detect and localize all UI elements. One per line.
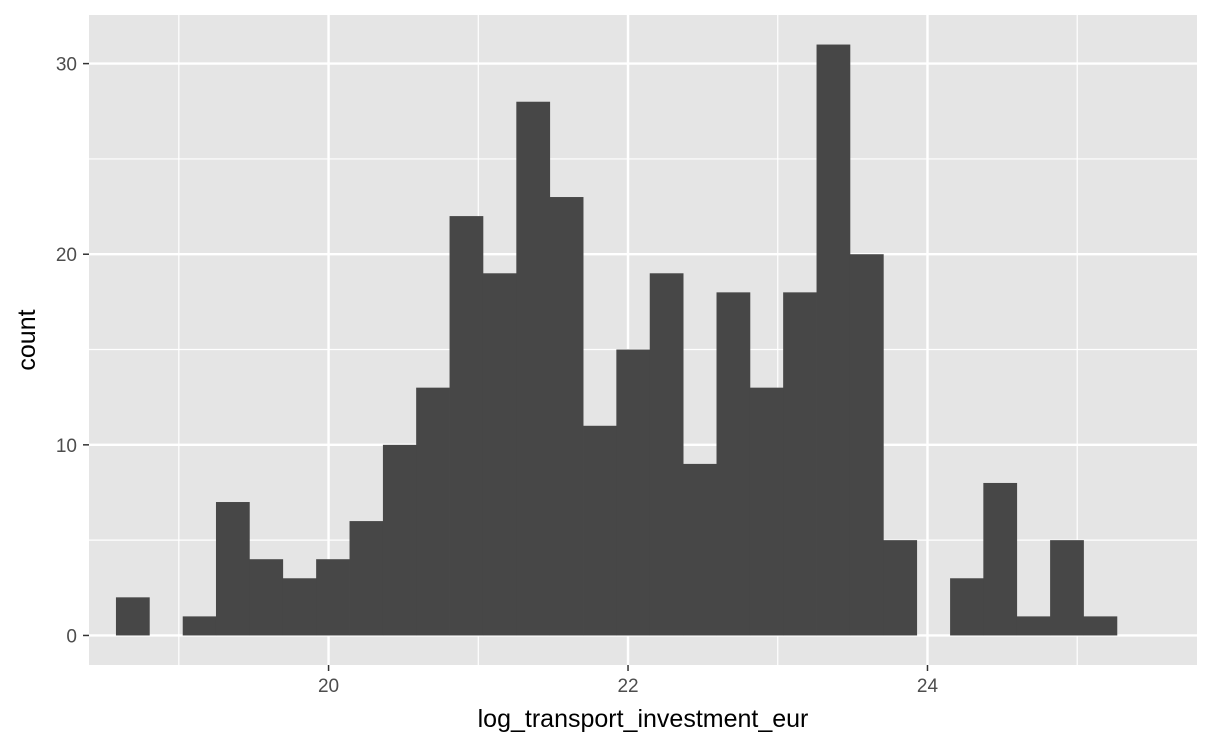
histogram-bar	[816, 44, 851, 636]
histogram-bar	[1016, 616, 1051, 636]
x-axis-title: log_transport_investment_eur	[478, 705, 809, 733]
histogram-bar	[215, 502, 250, 636]
histogram-bar	[716, 292, 751, 636]
histogram-bar	[549, 197, 584, 636]
histogram-bar	[416, 387, 450, 636]
y-tick-label: 10	[56, 436, 77, 457]
histogram-bar	[883, 540, 918, 636]
histogram-bar	[282, 578, 317, 636]
histogram-bar	[1050, 540, 1084, 636]
histogram-bar	[849, 254, 884, 636]
histogram-bar	[449, 216, 484, 636]
y-tick-label: 20	[56, 245, 77, 266]
histogram-bar	[950, 578, 984, 636]
y-tick-label: 0	[66, 626, 77, 647]
histogram-bar	[382, 444, 417, 636]
histogram-bar	[516, 101, 551, 636]
histogram-bar	[249, 559, 284, 636]
x-tick-label: 24	[917, 676, 939, 697]
histogram-bar	[749, 387, 784, 636]
x-tick-label: 20	[318, 676, 339, 697]
histogram-bar	[182, 616, 217, 636]
x-tick-label: 22	[617, 676, 638, 697]
histogram-bar	[316, 559, 350, 636]
histogram-bar	[115, 597, 150, 636]
histogram-bar	[616, 349, 651, 636]
histogram-bar	[482, 273, 517, 636]
histogram-bar	[1083, 616, 1118, 636]
histogram-bar	[649, 273, 684, 636]
histogram-bar	[783, 292, 817, 636]
histogram-bar	[583, 425, 617, 636]
y-axis-ticks: 0 10 20 30	[56, 55, 89, 647]
histogram-bars	[115, 44, 1118, 636]
y-axis-title: count	[13, 309, 41, 370]
x-axis-ticks: 20 22 24	[318, 665, 938, 697]
histogram-bar	[683, 463, 717, 636]
histogram-bar	[349, 521, 384, 636]
histogram-bar	[983, 482, 1018, 636]
y-tick-label: 30	[56, 55, 77, 76]
